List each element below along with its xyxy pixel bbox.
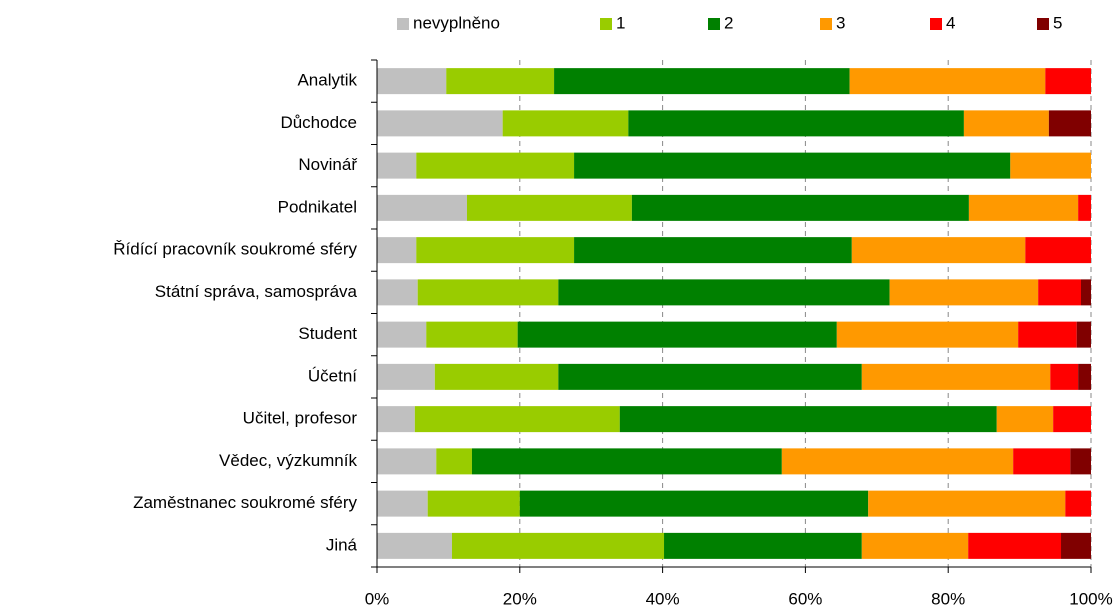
bar-segment bbox=[868, 490, 1066, 517]
x-tick-label: 40% bbox=[646, 589, 680, 608]
legend-label: nevyplněno bbox=[413, 13, 500, 32]
bar-segment bbox=[436, 448, 472, 475]
bar-segment bbox=[1018, 321, 1077, 348]
y-tick-label: Student bbox=[298, 324, 357, 343]
bar-segment bbox=[426, 321, 518, 348]
x-tick-label: 20% bbox=[503, 589, 537, 608]
bar-segment bbox=[377, 363, 435, 390]
bar-segment bbox=[861, 532, 969, 559]
bar-segment bbox=[968, 194, 1079, 221]
x-tick-label: 0% bbox=[365, 589, 390, 608]
bar-segment bbox=[849, 68, 1046, 95]
bar-segment bbox=[968, 532, 1062, 559]
bar-segment bbox=[377, 237, 417, 264]
legend-label: 5 bbox=[1053, 13, 1062, 32]
bar-segment bbox=[377, 448, 437, 475]
bar-segment bbox=[434, 363, 559, 390]
bar-segment bbox=[1045, 68, 1091, 95]
bar-segment bbox=[414, 406, 620, 433]
bar-segment bbox=[1050, 363, 1079, 390]
bar-segment bbox=[619, 406, 997, 433]
bar-segment bbox=[416, 152, 575, 179]
x-tick-label: 80% bbox=[931, 589, 965, 608]
bar-segment bbox=[889, 279, 1039, 306]
bar-segment bbox=[631, 194, 969, 221]
legend-label: 4 bbox=[946, 13, 955, 32]
bar-segment bbox=[1081, 279, 1091, 306]
bar-segment bbox=[377, 68, 447, 95]
y-tick-label: Učitel, profesor bbox=[243, 409, 358, 428]
y-tick-label: Novinář bbox=[298, 155, 357, 174]
y-tick-label: Analytik bbox=[297, 71, 357, 90]
legend-swatch bbox=[397, 18, 409, 30]
bar-segment bbox=[1065, 490, 1091, 517]
y-tick-label: Vědec, výzkumník bbox=[219, 451, 357, 470]
bar-segment bbox=[861, 363, 1051, 390]
bar-segment bbox=[851, 237, 1026, 264]
bar-segment bbox=[519, 490, 869, 517]
x-tick-label: 100% bbox=[1069, 589, 1112, 608]
legend-label: 3 bbox=[836, 13, 845, 32]
y-tick-label: Důchodce bbox=[280, 113, 357, 132]
bar-segment bbox=[664, 532, 862, 559]
bar-segment bbox=[466, 194, 632, 221]
bar-segment bbox=[1078, 363, 1091, 390]
y-tick-label: Řídící pracovník soukromé sféry bbox=[113, 240, 357, 259]
bar-segment bbox=[416, 237, 575, 264]
bar-segment bbox=[446, 68, 555, 95]
y-tick-label: Jiná bbox=[326, 535, 358, 554]
y-tick-label: Podnikatel bbox=[278, 197, 357, 216]
bar-segment bbox=[377, 279, 418, 306]
bar-segment bbox=[1076, 321, 1091, 348]
x-tick-label: 60% bbox=[788, 589, 822, 608]
bar-segment bbox=[1038, 279, 1082, 306]
bar-segment bbox=[1025, 237, 1091, 264]
legend-swatch bbox=[820, 18, 832, 30]
bar-segment bbox=[574, 237, 852, 264]
bar-segment bbox=[377, 321, 427, 348]
bar-segment bbox=[1048, 110, 1091, 137]
bar-segment bbox=[1013, 448, 1071, 475]
bar-segment bbox=[996, 406, 1054, 433]
legend-swatch bbox=[930, 18, 942, 30]
bar-segment bbox=[558, 279, 890, 306]
bar-segment bbox=[451, 532, 665, 559]
legend-swatch bbox=[1037, 18, 1049, 30]
bar-segment bbox=[1061, 532, 1091, 559]
y-tick-label: Zaměstnanec soukromé sféry bbox=[133, 493, 357, 512]
bar-segment bbox=[1010, 152, 1091, 179]
bar-segment bbox=[427, 490, 520, 517]
y-tick-label: Státní správa, samospráva bbox=[155, 282, 358, 301]
bar-segment bbox=[417, 279, 559, 306]
bar-segment bbox=[471, 448, 782, 475]
legend-swatch bbox=[600, 18, 612, 30]
bar-segment bbox=[836, 321, 1019, 348]
bar-segment bbox=[1070, 448, 1091, 475]
y-tick-label: Účetní bbox=[308, 366, 357, 385]
bar-segment bbox=[574, 152, 1011, 179]
bar-segment bbox=[558, 363, 862, 390]
bar-segment bbox=[1078, 194, 1091, 221]
bar-segment bbox=[377, 532, 452, 559]
bar-segment bbox=[377, 490, 428, 517]
legend-label: 2 bbox=[724, 13, 733, 32]
bar-segment bbox=[554, 68, 850, 95]
bar-segment bbox=[1053, 406, 1091, 433]
bar-segment bbox=[781, 448, 1014, 475]
legend-swatch bbox=[708, 18, 720, 30]
bar-segment bbox=[502, 110, 629, 137]
bar-segment bbox=[517, 321, 837, 348]
bar-segment bbox=[377, 194, 467, 221]
bar-segment bbox=[377, 406, 415, 433]
bar-segment bbox=[377, 152, 417, 179]
legend-label: 1 bbox=[616, 13, 625, 32]
bar-segment bbox=[377, 110, 503, 137]
bar-segment bbox=[963, 110, 1049, 137]
bar-segment bbox=[628, 110, 964, 137]
